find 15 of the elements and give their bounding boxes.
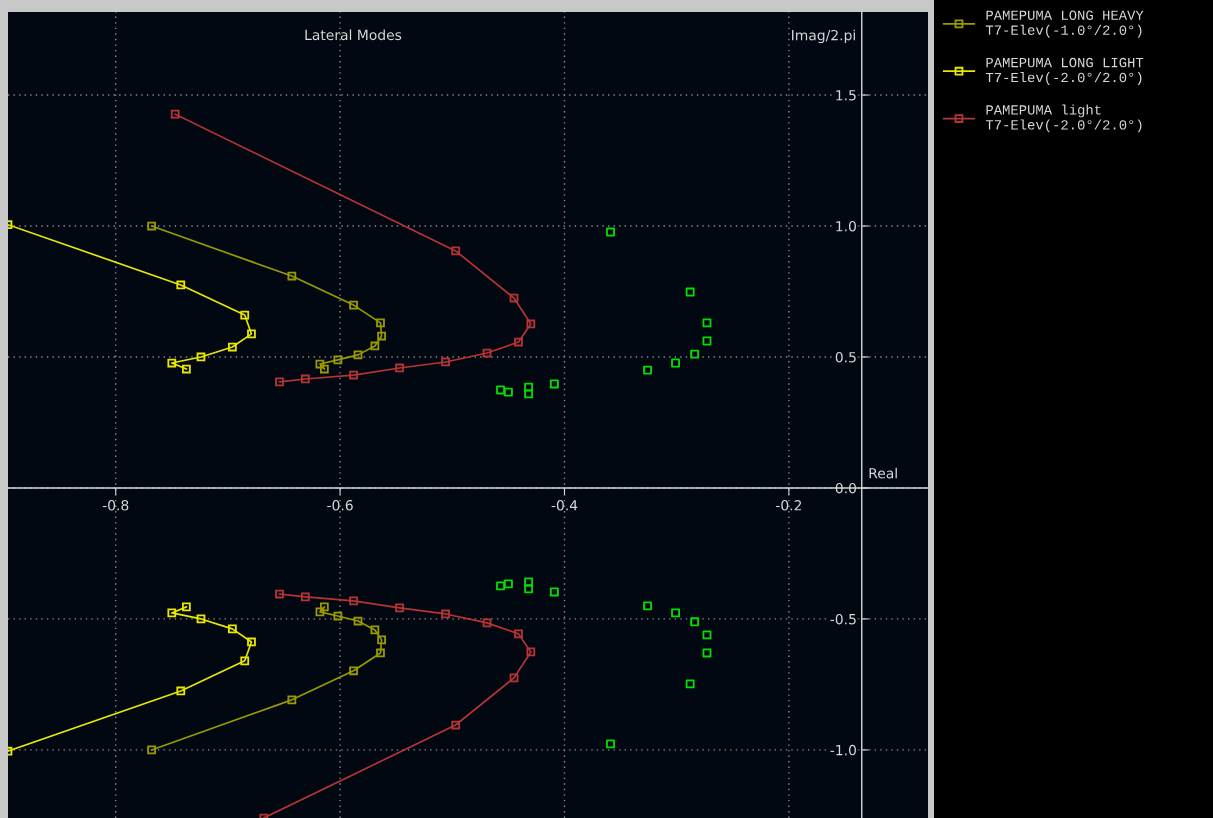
x-tick-label: -0.8 — [102, 500, 129, 511]
y-axis-title: Imag/2.pi — [792, 29, 855, 44]
x-axis-title: Real — [869, 467, 897, 479]
y-tick-label: -1.0 — [830, 744, 856, 756]
y-tick-label: -0.5 — [830, 613, 856, 625]
y-tick-label: 1.0 — [836, 220, 856, 232]
x-tick-label: -0.2 — [776, 500, 802, 511]
x-tick-label: -0.4 — [551, 500, 578, 511]
y-tick-label: 1.5 — [836, 90, 856, 101]
legend-label: PAMEPUMA light T7-Elev(-2.0°/2.0°) — [985, 104, 1142, 133]
x-tick-label: -0.6 — [327, 500, 353, 511]
legend-label: PAMEPUMA LONG HEAVY T7-Elev(-1.0°/2.0°) — [985, 10, 1144, 38]
text: Lateral Modes — [305, 29, 402, 41]
y-tick-label: 0.5 — [835, 351, 856, 363]
legend-label: PAMEPUMA LONG LIGHT T7-Elev(-2.0°/2.0°) — [985, 57, 1144, 85]
